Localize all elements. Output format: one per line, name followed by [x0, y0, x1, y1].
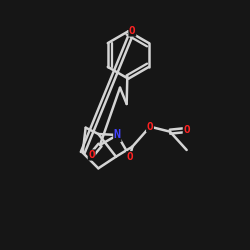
Text: O: O: [146, 122, 154, 132]
Text: O: O: [127, 152, 134, 162]
Text: O: O: [183, 125, 190, 135]
Text: O: O: [129, 26, 136, 36]
Text: N: N: [114, 128, 121, 141]
Text: O: O: [88, 150, 95, 160]
